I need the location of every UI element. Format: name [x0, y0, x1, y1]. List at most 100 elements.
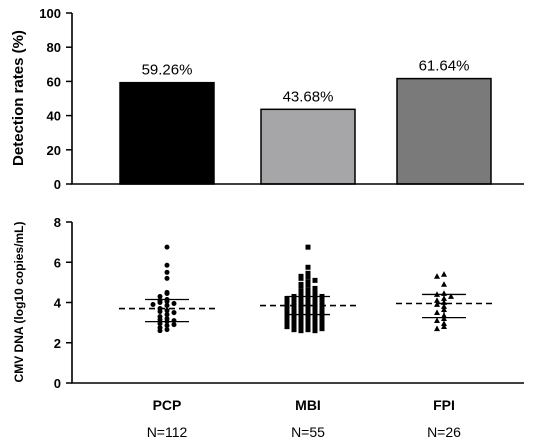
- bar-y-tick-label: 20: [47, 143, 61, 158]
- data-point-mbi: [298, 308, 304, 314]
- data-point-mbi: [284, 308, 290, 314]
- category-label-fpi: FPI: [433, 397, 455, 413]
- category-label-pcp: PCP: [153, 397, 182, 413]
- data-point-mbi: [298, 316, 304, 322]
- data-point-mbi: [312, 305, 318, 311]
- data-point-pcp: [164, 327, 170, 333]
- data-point-mbi: [305, 274, 311, 280]
- data-point-pcp: [157, 293, 163, 299]
- data-point-mbi: [305, 270, 311, 276]
- data-point-pcp: [150, 302, 156, 308]
- data-point-mbi: [291, 306, 297, 312]
- data-point-pcp: [157, 321, 163, 327]
- scatter-chart-axes: [71, 222, 524, 384]
- data-point-pcp: [157, 328, 163, 334]
- data-point-pcp: [164, 290, 170, 296]
- scatter-y-tick-label: 6: [54, 255, 61, 270]
- sample-size-label: N=112: [147, 424, 188, 440]
- bar-y-tick-label: 80: [47, 40, 61, 55]
- data-point-mbi: [298, 324, 304, 330]
- data-point-mbi: [305, 279, 311, 285]
- bar-y-tick-label: 0: [54, 177, 61, 192]
- data-point-mbi: [298, 295, 304, 301]
- data-point-mbi: [298, 320, 304, 326]
- data-point-mbi: [312, 328, 318, 334]
- data-point-mbi: [319, 297, 325, 303]
- sample-size-label: N=26: [427, 424, 461, 440]
- detection-rate-bar-chart: Detection rates (%) 0 20 40 60 80 100 59.26% 4…: [10, 6, 524, 192]
- bar-data-label: 61.64%: [419, 58, 470, 75]
- data-point-mbi: [284, 316, 290, 322]
- data-point-pcp: [164, 275, 170, 281]
- data-point-mbi: [312, 325, 318, 331]
- data-point-fpi: [434, 309, 440, 315]
- data-point-mbi: [312, 289, 318, 295]
- bar-chart-axes: [71, 13, 524, 185]
- data-point-fpi: [434, 273, 440, 279]
- data-point-mbi: [305, 290, 311, 296]
- scatter-y-tick-label: 0: [54, 376, 61, 391]
- data-point-mbi: [298, 275, 304, 281]
- data-point-mbi: [312, 309, 318, 315]
- data-point-mbi: [298, 304, 304, 310]
- scatter-y-tick-label: 8: [54, 215, 61, 230]
- data-point-mbi: [312, 301, 318, 307]
- data-point-mbi: [312, 321, 318, 327]
- data-point-fpi: [448, 293, 454, 299]
- data-point-mbi: [284, 300, 290, 305]
- data-point-mbi: [319, 322, 325, 328]
- category-label-mbi: MBI: [295, 397, 321, 413]
- data-point-mbi: [312, 277, 318, 283]
- data-point-mbi: [298, 283, 304, 289]
- bar-y-tick-label: 100: [39, 6, 61, 21]
- data-point-mbi: [312, 313, 318, 319]
- data-point-mbi: [305, 315, 311, 321]
- data-point-mbi: [319, 326, 325, 332]
- data-point-mbi: [312, 285, 318, 291]
- data-point-fpi: [441, 320, 447, 327]
- data-point-mbi: [298, 300, 304, 305]
- data-point-mbi: [284, 295, 290, 301]
- data-point-mbi: [305, 323, 311, 329]
- data-point-pcp: [171, 322, 177, 328]
- scatter-y-tick-label: 2: [54, 336, 61, 351]
- scatter-chart-y-axis-title: CMV DNA (log10 copies/mL): [12, 222, 26, 383]
- bar-fpi: [396, 77, 492, 185]
- data-point-mbi: [305, 264, 311, 270]
- data-point-fpi: [434, 317, 440, 324]
- bar-data-label: 43.68%: [283, 88, 334, 105]
- data-point-mbi: [291, 310, 297, 316]
- data-point-pcp: [171, 301, 177, 307]
- data-point-mbi: [319, 310, 325, 316]
- data-point-mbi: [305, 319, 311, 325]
- data-point-pcp: [157, 309, 163, 315]
- data-point-mbi: [319, 302, 325, 308]
- data-point-mbi: [298, 291, 304, 297]
- data-point-mbi: [305, 287, 311, 293]
- data-point-fpi: [441, 323, 447, 330]
- bar-data-label: 59.26%: [142, 62, 193, 79]
- data-point-mbi: [319, 318, 325, 324]
- sample-size-label: N=55: [291, 424, 325, 440]
- data-point-mbi: [312, 317, 318, 323]
- cmv-dna-scatter-chart: CMV DNA (log10 copies/mL) 0 2 4 6 8 PCP N=112…: [12, 215, 524, 440]
- bar-chart-y-axis-title: Detection rates (%): [10, 30, 27, 166]
- data-point-fpi: [434, 297, 440, 303]
- data-point-mbi: [284, 324, 290, 330]
- data-point-mbi: [312, 292, 318, 298]
- data-point-pcp: [164, 269, 170, 275]
- data-point-pcp: [157, 300, 163, 305]
- data-point-pcp: [164, 323, 170, 329]
- data-point-mbi: [298, 328, 304, 334]
- data-point-fpi: [441, 271, 447, 277]
- data-point-mbi: [305, 282, 311, 288]
- data-point-mbi: [305, 244, 311, 250]
- bar-y-tick-label: 60: [47, 74, 61, 89]
- data-point-mbi: [291, 322, 297, 328]
- data-point-mbi: [291, 314, 297, 320]
- data-point-pcp: [171, 310, 177, 316]
- data-point-mbi: [319, 314, 325, 320]
- data-point-mbi: [284, 320, 290, 326]
- data-point-mbi: [312, 296, 318, 302]
- data-point-mbi: [305, 327, 311, 333]
